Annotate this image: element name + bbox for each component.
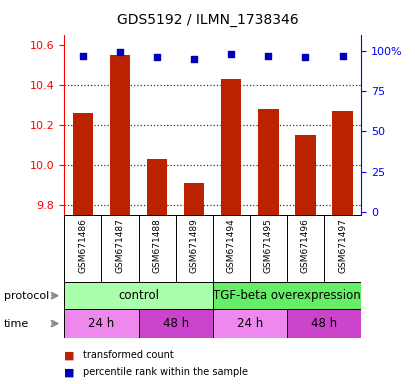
Bar — [258, 109, 278, 215]
Point — [80, 53, 86, 59]
Text: time: time — [4, 318, 29, 329]
Text: 24 h: 24 h — [88, 317, 115, 330]
Bar — [213, 309, 287, 338]
Text: protocol: protocol — [4, 291, 49, 301]
Point — [191, 56, 198, 62]
Bar — [332, 111, 353, 215]
Bar — [221, 79, 242, 215]
Text: GSM671495: GSM671495 — [264, 218, 273, 273]
Bar — [287, 309, 361, 338]
Point — [339, 53, 346, 59]
Text: 24 h: 24 h — [237, 317, 263, 330]
Text: ■: ■ — [64, 350, 75, 360]
Point — [265, 53, 272, 59]
Bar — [64, 282, 213, 309]
Text: percentile rank within the sample: percentile rank within the sample — [83, 367, 248, 377]
Bar — [64, 309, 139, 338]
Point — [117, 49, 123, 55]
Text: GSM671487: GSM671487 — [115, 218, 124, 273]
Text: GDS5192 / ILMN_1738346: GDS5192 / ILMN_1738346 — [117, 13, 298, 27]
Text: ■: ■ — [64, 367, 75, 377]
Bar — [184, 183, 204, 215]
Text: 48 h: 48 h — [311, 317, 337, 330]
Text: TGF-beta overexpression: TGF-beta overexpression — [213, 289, 361, 302]
Point — [228, 51, 234, 57]
Text: GSM671488: GSM671488 — [153, 218, 161, 273]
Bar — [295, 135, 316, 215]
Text: GSM671497: GSM671497 — [338, 218, 347, 273]
Text: control: control — [118, 289, 159, 302]
Text: 48 h: 48 h — [163, 317, 189, 330]
Bar — [110, 55, 130, 215]
Bar — [73, 113, 93, 215]
Point — [302, 54, 309, 60]
Bar — [139, 309, 213, 338]
Text: GSM671486: GSM671486 — [78, 218, 88, 273]
Bar — [213, 282, 361, 309]
Text: transformed count: transformed count — [83, 350, 174, 360]
Text: GSM671489: GSM671489 — [190, 218, 199, 273]
Text: GSM671494: GSM671494 — [227, 218, 236, 273]
Point — [154, 54, 160, 60]
Bar — [147, 159, 167, 215]
Text: GSM671496: GSM671496 — [301, 218, 310, 273]
